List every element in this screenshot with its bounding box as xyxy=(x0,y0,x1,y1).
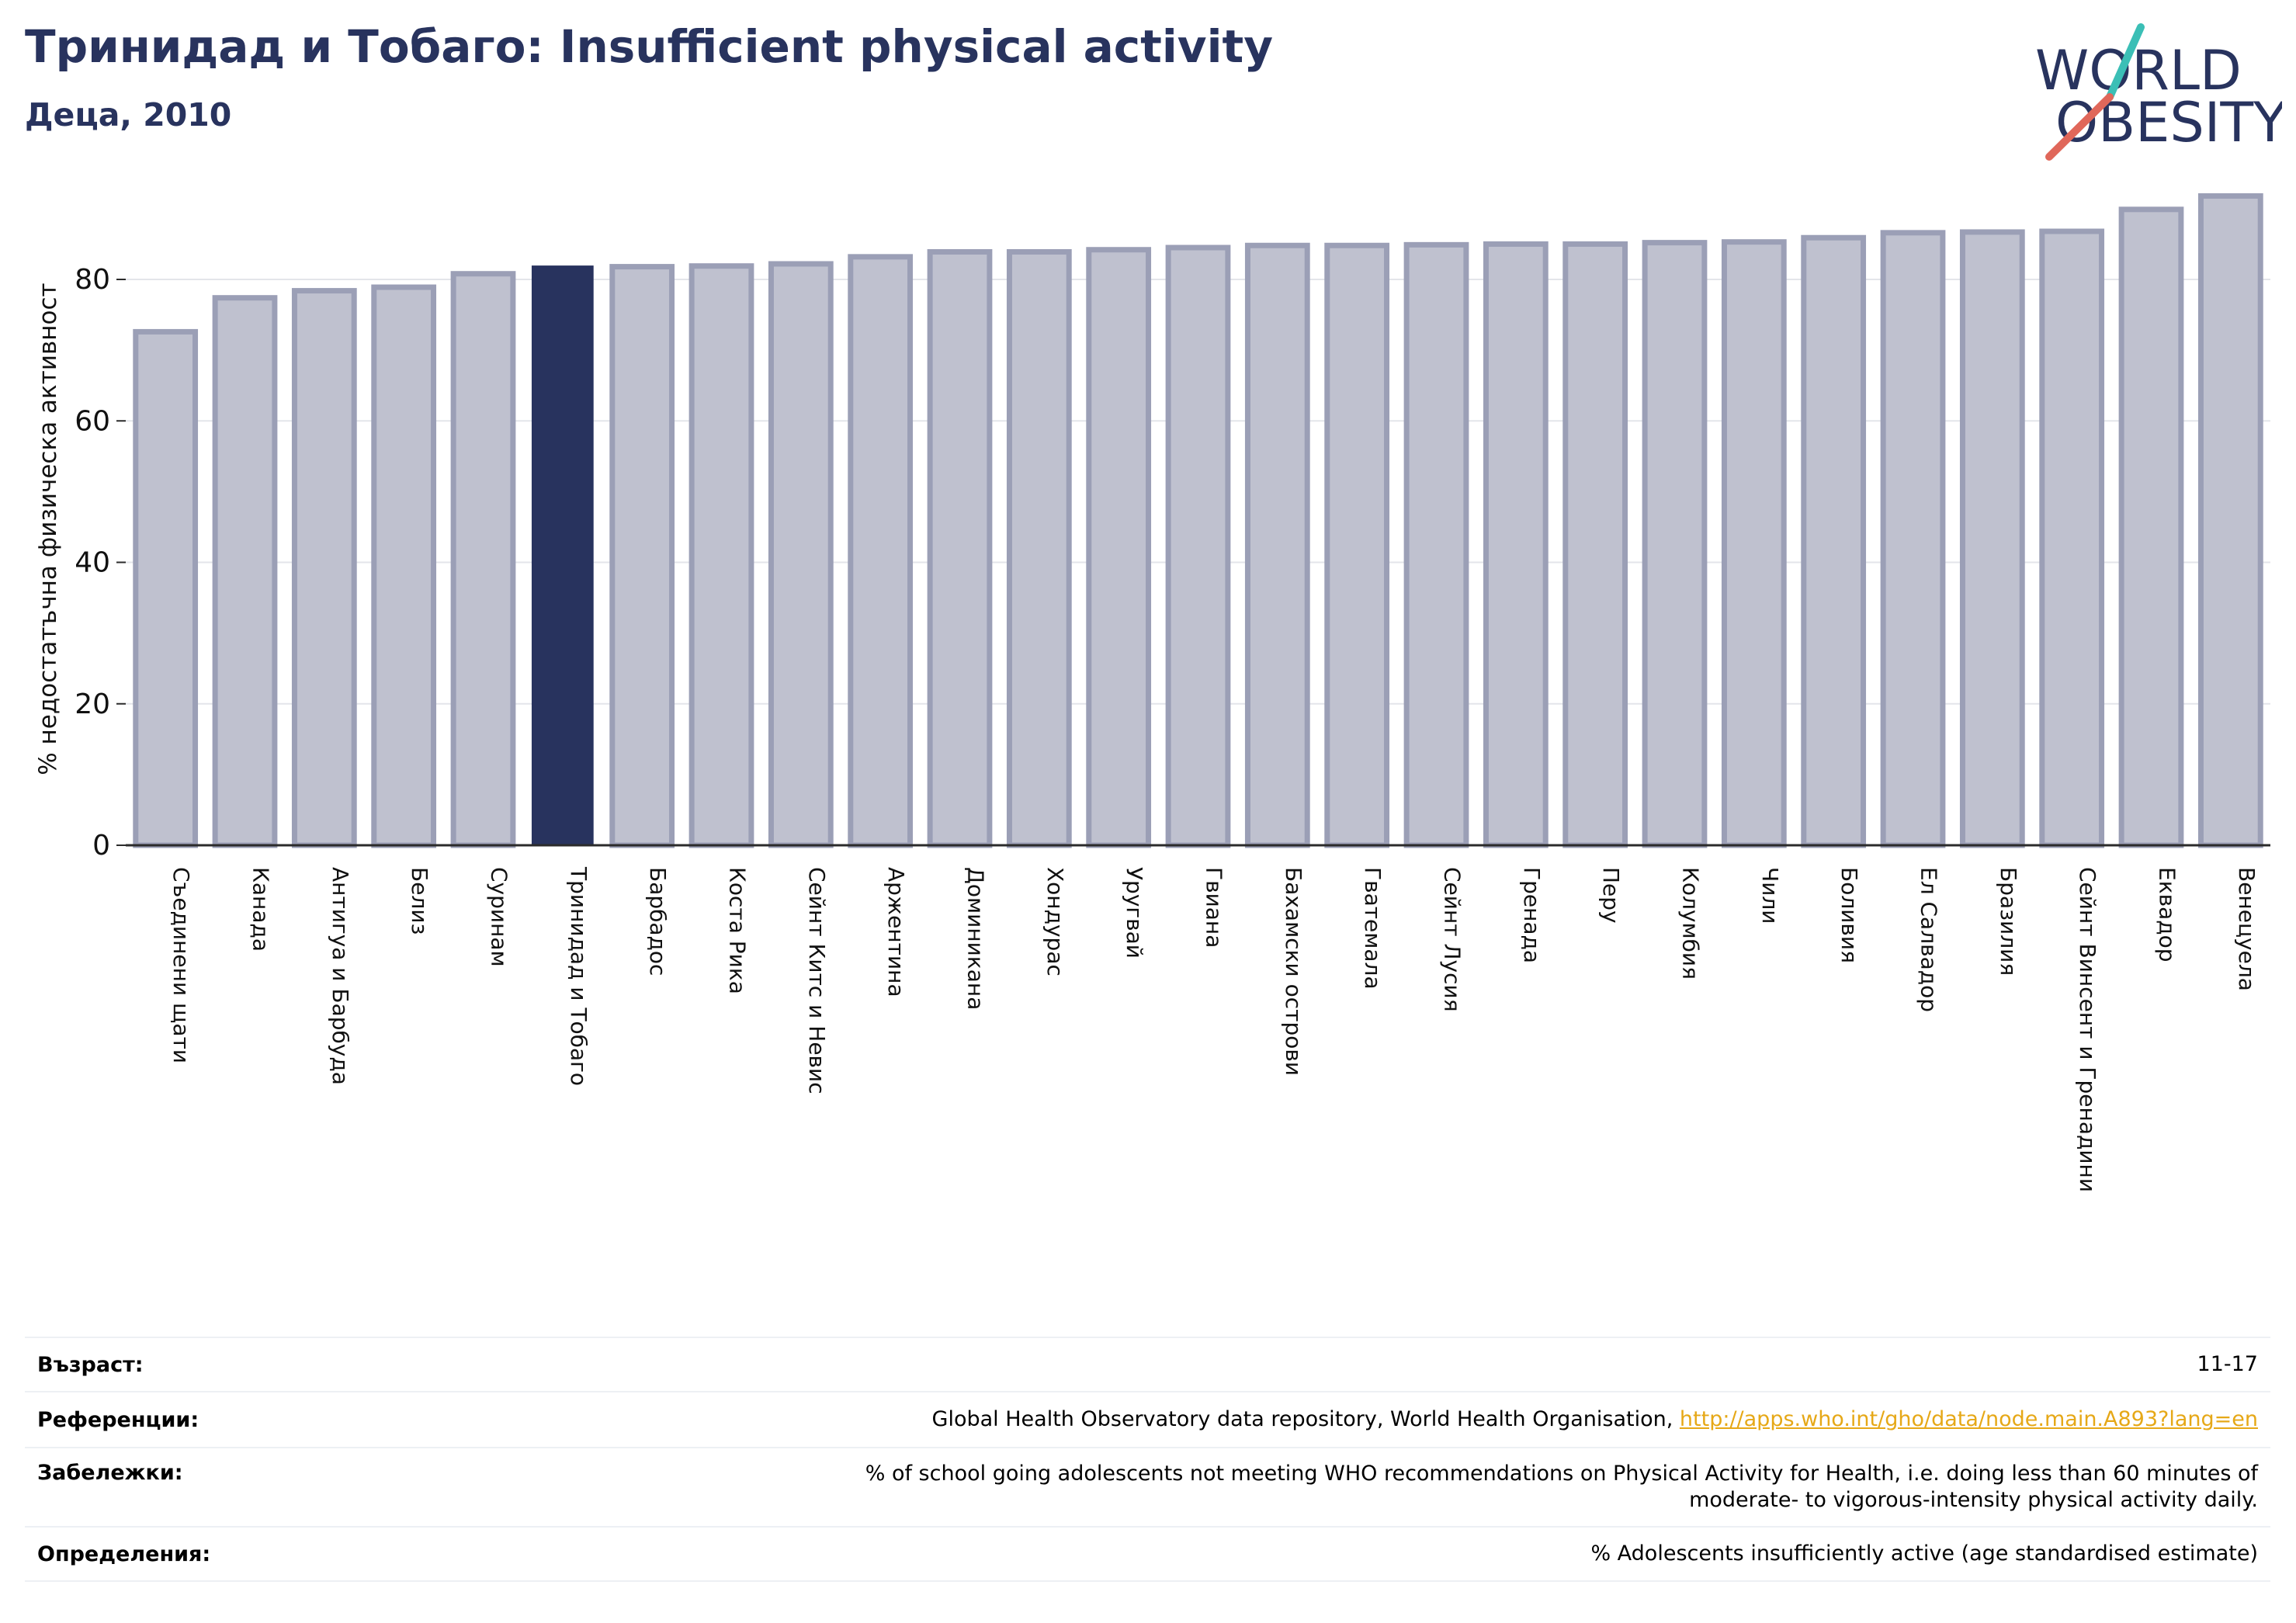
x-tick-label: Сейнт Лусия xyxy=(1440,867,1465,1012)
info-label-definitions: Определения: xyxy=(37,1542,211,1566)
y-tick-label: 0 xyxy=(92,830,110,862)
x-tick-label: Бахамски острови xyxy=(1281,867,1306,1076)
info-row-references: Референции: Global Health Observatory da… xyxy=(25,1391,2270,1447)
bar xyxy=(1006,248,1072,848)
x-tick-label: Ел Салвадор xyxy=(1916,867,1942,1012)
x-tick-label: Белиз xyxy=(407,867,432,935)
bar xyxy=(927,248,993,848)
world-obesity-logo: WORLD OBESITY xyxy=(2035,23,2282,161)
x-tick-label: Гватемала xyxy=(1360,867,1386,990)
logo-world-text: WORLD xyxy=(2035,39,2242,102)
logo-obesity-text: OBESITY xyxy=(2055,91,2282,154)
x-tick-label: Антигуа и Барбуда xyxy=(328,867,353,1085)
bar xyxy=(1403,241,1469,848)
chart-title: Тринидад и Тобаго: Insufficient physical… xyxy=(25,20,1273,73)
bar xyxy=(1324,242,1390,848)
x-tick-label: Съединени щати xyxy=(168,867,194,1063)
info-value-definitions: % Adolescents insufficiently active (age… xyxy=(1590,1542,2258,1566)
info-label-age: Възраст: xyxy=(37,1352,144,1377)
bar xyxy=(768,261,834,848)
x-tick-label: Чили xyxy=(1757,867,1783,924)
x-tick-label: Аржентина xyxy=(883,867,909,997)
x-tick-label: Гренада xyxy=(1519,867,1545,963)
bar xyxy=(2197,192,2263,848)
x-tick-label: Бразилия xyxy=(1996,867,2021,976)
bar xyxy=(1959,229,2025,848)
x-tick-label: Еквадор xyxy=(2155,867,2180,962)
chart-subtitle: Деца, 2010 xyxy=(25,96,232,134)
bar-chart: 0 20 40 60 80 % недостатъчна физическа активн… xyxy=(34,192,2270,1192)
bar xyxy=(2039,228,2105,848)
bar xyxy=(688,263,754,848)
x-tick-label: Перу xyxy=(1598,867,1624,924)
y-tick-label: 60 xyxy=(75,405,110,437)
x-tick-label: Хондурас xyxy=(1042,867,1068,976)
references-text: Global Health Observatory data repositor… xyxy=(931,1407,1680,1431)
y-tick-label: 80 xyxy=(75,264,110,296)
info-label-references: Референции: xyxy=(37,1407,199,1432)
logo-slash-bottom xyxy=(2045,93,2114,161)
info-row-definitions: Определения: % Adolescents insufficientl… xyxy=(25,1526,2270,1582)
bar xyxy=(531,265,594,847)
bar xyxy=(848,254,914,848)
x-tick-label: Суринам xyxy=(487,867,512,967)
x-tick-label: Колумбия xyxy=(1678,867,1704,980)
info-row-notes: Забележки: % of school going adolescents… xyxy=(25,1447,2270,1526)
y-tick-label: 20 xyxy=(75,688,110,720)
x-tick-label: Тринидад и Тобаго xyxy=(566,866,591,1086)
info-row-age: Възраст: 11-17 xyxy=(25,1337,2270,1391)
bar xyxy=(1721,239,1787,848)
x-tick-label: Уругвай xyxy=(1122,867,1147,959)
bar xyxy=(1483,241,1549,848)
x-tick-label: Сейнт Китс и Невис xyxy=(804,867,830,1094)
bar xyxy=(1086,247,1152,848)
notes-line-1: % of school going adolescents not meetin… xyxy=(865,1462,2258,1486)
bar xyxy=(1642,240,1708,848)
info-label-notes: Забележки: xyxy=(37,1461,183,1485)
logo-slash-top xyxy=(2106,23,2145,101)
x-tick-label: Венецуела xyxy=(2234,867,2260,991)
info-value-notes: % of school going adolescents not meetin… xyxy=(865,1461,2258,1514)
info-value-age: 11-17 xyxy=(2197,1352,2258,1376)
bar xyxy=(450,271,516,848)
x-tick-label: Доминикана xyxy=(963,867,989,1010)
x-tick-label: Сейнт Винсент и Гренадини xyxy=(2075,867,2100,1192)
x-tick-label: Коста Рика xyxy=(725,867,751,994)
bar xyxy=(371,284,437,848)
info-value-references: Global Health Observatory data repositor… xyxy=(932,1406,2258,1433)
bar xyxy=(609,264,675,848)
bar xyxy=(2118,206,2184,848)
y-axis-label: % недостатъчна физическа активност xyxy=(34,283,62,775)
x-tick-label: Боливия xyxy=(1836,867,1862,963)
info-table: Възраст: 11-17 Референции: Global Health… xyxy=(25,1337,2270,1582)
bar xyxy=(1880,230,1946,848)
x-tick-label: Канада xyxy=(248,867,274,952)
x-tick-label: Гвиана xyxy=(1202,867,1227,948)
notes-line-2: moderate- to vigorous-intensity physical… xyxy=(1689,1488,2258,1512)
bar xyxy=(1562,241,1628,848)
y-tick-label: 40 xyxy=(75,547,110,579)
references-link[interactable]: http://apps.who.int/gho/data/node.main.A… xyxy=(1679,1407,2258,1431)
bar xyxy=(212,295,278,848)
bar xyxy=(133,328,199,848)
bar xyxy=(291,288,357,848)
bar xyxy=(1801,234,1867,848)
x-tick-label: Барбадос xyxy=(645,867,671,976)
bar xyxy=(1244,242,1310,848)
bar xyxy=(1165,244,1231,848)
